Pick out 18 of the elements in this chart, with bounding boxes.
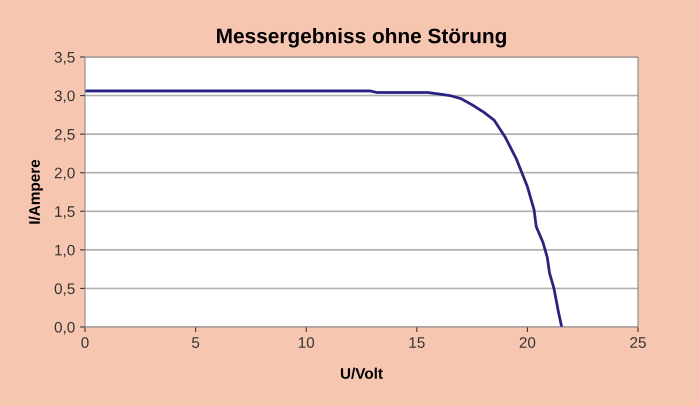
- y-axis-title: I/Ampere: [28, 160, 43, 224]
- x-tick-label: 5: [192, 337, 200, 348]
- y-tick-label: 1,5: [55, 206, 75, 219]
- x-tick-label: 15: [409, 337, 425, 348]
- y-tick-label: 2,5: [54, 129, 75, 142]
- y-tick-label: 0,5: [54, 283, 75, 296]
- y-tick-label: 0,0: [54, 322, 75, 334]
- y-tick-label: 1,0: [55, 244, 75, 258]
- x-tick-label: 20: [520, 337, 536, 348]
- y-tick-label: 2,0: [54, 168, 75, 180]
- x-axis-title: U/Volt: [340, 368, 383, 380]
- line-series: [85, 90, 564, 327]
- x-tick-label: 10: [298, 337, 314, 348]
- chart-title: Messergebniss ohne Störung: [217, 28, 506, 48]
- x-tick-label: 25: [630, 337, 646, 348]
- y-tick-label: 3,5: [54, 52, 75, 64]
- x-tick-label: 0: [81, 337, 89, 348]
- y-tick-label: 3,0: [54, 90, 75, 104]
